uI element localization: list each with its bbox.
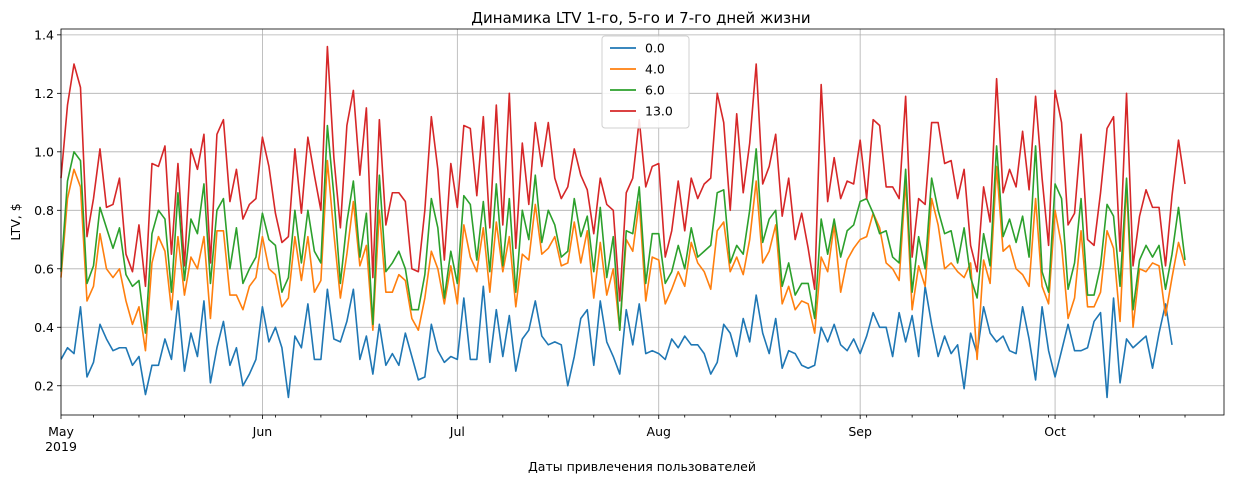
x-tick-label: Sep (848, 424, 872, 439)
y-tick-label: 0.4 (34, 320, 54, 335)
legend-label: 0.0 (645, 41, 665, 56)
series-lines (60, 45, 1186, 399)
legend: 0.0 4.0 6.0 13.0 (601, 35, 690, 129)
legend-box (601, 35, 690, 129)
x-tick-label: Jul (449, 424, 465, 439)
legend-label: 13.0 (645, 104, 673, 119)
y-tick-label: 1.0 (34, 144, 54, 159)
legend-label: 4.0 (645, 62, 665, 77)
x-tick-year-label: 2019 (45, 439, 77, 454)
x-tick-label: Oct (1044, 424, 1066, 439)
y-axis-label: LTV, $ (8, 203, 23, 240)
y-tick-label: 0.6 (34, 261, 54, 276)
y-tick-label: 1.4 (34, 27, 54, 42)
x-tick-label: Jun (252, 424, 273, 439)
series-line-13-0 (60, 45, 1186, 302)
x-axis-label: Даты привлечения пользователей (528, 459, 756, 474)
y-tick-label: 0.8 (34, 203, 54, 218)
y-tick-label: 0.2 (34, 378, 54, 393)
chart-title: Динамика LTV 1-го, 5-го и 7-го дней жизн… (471, 9, 810, 27)
series-line-0-0 (60, 285, 1173, 399)
y-tick-label: 1.2 (34, 86, 54, 101)
x-tick-label: Aug (647, 424, 671, 439)
series-line-6-0 (60, 124, 1186, 334)
x-tick-label: May (48, 424, 74, 439)
legend-label: 6.0 (645, 83, 665, 98)
y-axis: 0.2 0.4 0.6 0.8 1.0 1.2 1.4 (34, 27, 61, 393)
plot-frame (60, 28, 1225, 416)
